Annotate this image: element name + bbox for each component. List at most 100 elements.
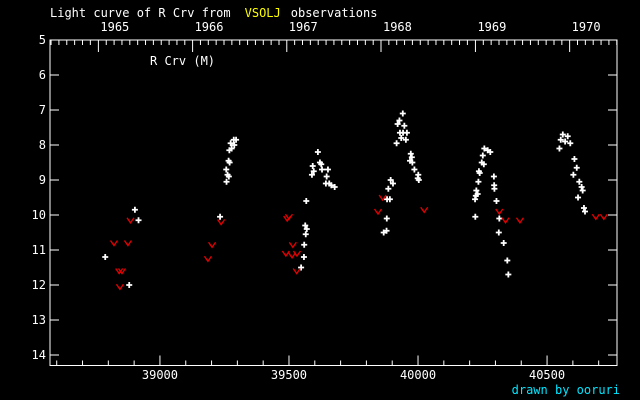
- chart-title-source: VSOLJ: [244, 6, 281, 20]
- observation-point: [495, 229, 502, 236]
- observation-point: [323, 173, 330, 180]
- observation-point: [131, 206, 138, 213]
- y-axis-tick-label: 12: [31, 278, 46, 292]
- fainter-than-limit-point: [288, 252, 297, 259]
- observation-point: [303, 226, 310, 232]
- fainter-than-limit-point: [288, 241, 297, 249]
- observation-point: [314, 149, 321, 155]
- observation-point: [328, 182, 335, 189]
- y-axis-tick-label: 10: [31, 208, 46, 222]
- observation-point: [474, 191, 481, 197]
- observation-point: [580, 205, 587, 211]
- observation-point: [415, 171, 422, 178]
- observation-point: [223, 178, 230, 185]
- fainter-than-limit-point: [115, 283, 125, 291]
- observation-point: [228, 145, 235, 152]
- observation-point: [403, 129, 410, 136]
- observation-point: [102, 254, 109, 260]
- observation-point: [562, 138, 569, 145]
- observation-point: [308, 171, 315, 178]
- observation-point: [408, 154, 415, 161]
- chart-title: Light curve of R Crv from VSOLJ observatio…: [50, 6, 377, 20]
- top-axis-year-label: 1968: [382, 20, 412, 34]
- fainter-than-limit-point: [378, 194, 387, 202]
- observation-point: [302, 231, 309, 238]
- observation-point: [496, 215, 503, 222]
- observation-point: [409, 159, 416, 166]
- observation-point: [225, 173, 232, 180]
- observation-point: [303, 198, 310, 204]
- fainter-than-limit-point: [217, 219, 226, 226]
- fainter-than-limit-point: [109, 240, 119, 247]
- observation-point: [402, 136, 409, 143]
- top-axis-year-label: 1970: [571, 20, 601, 34]
- fainter-than-limit-point: [126, 217, 135, 224]
- top-axis-year-label: 1966: [194, 20, 224, 34]
- observation-point: [564, 133, 571, 140]
- observation-point: [386, 196, 393, 203]
- observation-point: [576, 178, 583, 185]
- observation-point: [500, 240, 507, 246]
- y-axis-tick-label: 6: [38, 68, 46, 82]
- fainter-than-limit-point: [515, 217, 525, 224]
- observation-point: [217, 213, 224, 220]
- observation-point: [415, 177, 422, 183]
- observation-point: [581, 208, 588, 215]
- observation-point: [505, 271, 512, 278]
- fainter-than-limit-point: [115, 268, 124, 275]
- observation-point: [310, 168, 317, 175]
- observation-point: [383, 227, 390, 234]
- fainter-than-limit-point: [117, 268, 127, 275]
- observation-point: [300, 254, 307, 260]
- observation-point: [387, 177, 394, 183]
- observation-point: [567, 140, 574, 147]
- observation-point: [318, 161, 325, 168]
- observation-point: [324, 166, 331, 173]
- observation-point: [479, 152, 486, 159]
- credit-text: drawn by ooruri: [511, 383, 620, 397]
- observation-point: [487, 149, 494, 155]
- observation-point: [233, 136, 240, 143]
- fainter-than-limit-point: [281, 250, 290, 258]
- observation-point: [573, 164, 580, 171]
- observation-point: [396, 117, 403, 124]
- observation-point: [331, 184, 338, 190]
- observation-point: [472, 213, 479, 220]
- fainter-than-limit-point: [123, 240, 133, 247]
- fainter-than-limit-point: [420, 206, 429, 214]
- observation-point: [579, 187, 586, 194]
- observation-point: [398, 135, 405, 141]
- x-axis-tick-label: 39500: [270, 368, 308, 382]
- observation-point: [399, 110, 406, 117]
- fainter-than-limit-point: [203, 255, 213, 263]
- plot-frame: [49, 39, 618, 366]
- y-axis-tick-label: 14: [31, 348, 46, 362]
- observation-point: [309, 163, 316, 169]
- observation-point: [475, 178, 482, 185]
- fainter-than-limit-point: [599, 213, 608, 221]
- fainter-than-limit-point: [292, 268, 301, 275]
- observation-point: [319, 166, 326, 173]
- fainter-than-limit-point: [208, 241, 217, 249]
- y-axis-tick-label: 8: [38, 138, 46, 152]
- observation-point: [302, 222, 309, 229]
- observation-point: [481, 145, 488, 152]
- observation-point: [476, 170, 483, 176]
- fainter-than-limit-point: [292, 250, 302, 258]
- observation-point: [401, 122, 408, 129]
- observation-point: [491, 185, 498, 192]
- observation-point: [407, 150, 414, 157]
- y-axis-tick-label: 5: [38, 33, 46, 47]
- fainter-than-limit-point: [284, 213, 294, 221]
- observation-point: [231, 142, 238, 148]
- top-axis-year-label: 1969: [477, 20, 507, 34]
- observation-point: [301, 241, 308, 248]
- observation-point: [571, 156, 578, 162]
- y-axis-tick-label: 9: [38, 173, 46, 187]
- observation-point: [480, 161, 487, 168]
- observation-point: [556, 145, 563, 152]
- series-fainter-than-limits: [109, 194, 608, 291]
- observation-point: [385, 185, 392, 192]
